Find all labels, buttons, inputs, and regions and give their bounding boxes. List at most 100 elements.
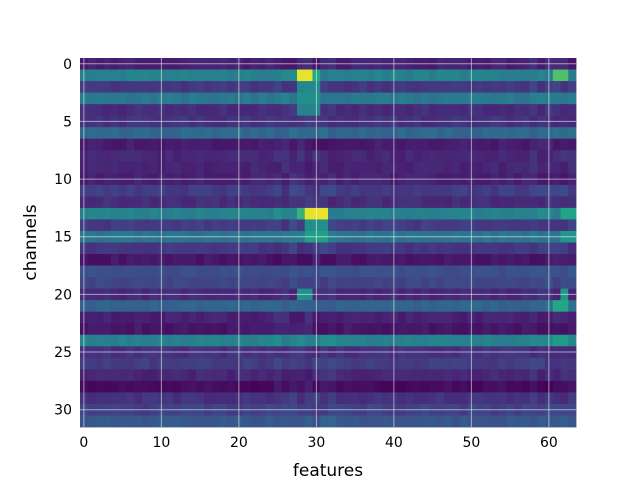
heatmap-cell [289, 161, 298, 174]
heatmap-cell [204, 334, 213, 347]
heatmap-cell [374, 357, 383, 370]
heatmap-cell [552, 392, 561, 405]
heatmap-cell [405, 196, 414, 209]
heatmap-cell [436, 207, 445, 220]
heatmap-cell [382, 300, 391, 313]
heatmap-cell [188, 184, 197, 197]
heatmap-cell [204, 242, 213, 255]
heatmap-cell [421, 357, 430, 370]
heatmap-cell [366, 265, 375, 278]
heatmap-cell [397, 81, 406, 93]
heatmap-cell [351, 277, 360, 290]
heatmap-cell [103, 357, 112, 370]
heatmap-cell [366, 254, 375, 266]
heatmap-cell [320, 81, 329, 93]
heatmap-cell [227, 104, 236, 117]
heatmap-cell [87, 196, 96, 209]
heatmap-cell [118, 127, 127, 140]
heatmap-cell [436, 196, 445, 209]
heatmap-cell [444, 334, 453, 347]
heatmap-cell [304, 207, 313, 220]
heatmap-cell [118, 392, 127, 405]
heatmap-cell [452, 150, 461, 163]
heatmap-cell [149, 323, 158, 336]
heatmap-cell [335, 300, 344, 313]
heatmap-cell [118, 323, 127, 336]
heatmap-cell [498, 92, 507, 105]
heatmap-cell [250, 334, 259, 347]
heatmap-cell [483, 277, 492, 290]
heatmap-cell [281, 69, 290, 82]
heatmap-cell [382, 323, 391, 336]
heatmap-cell [95, 127, 104, 140]
heatmap-cell [421, 334, 430, 347]
heatmap-cell [297, 81, 306, 93]
heatmap-cell [397, 92, 406, 105]
heatmap-cell [204, 369, 213, 382]
heatmap-cell [196, 357, 205, 370]
heatmap-cell [514, 254, 523, 266]
heatmap-cell [521, 127, 530, 140]
heatmap-cell [103, 127, 112, 140]
heatmap-cell [483, 184, 492, 197]
heatmap-cell [111, 392, 120, 405]
heatmap-cell [483, 369, 492, 382]
heatmap-cell [568, 334, 577, 347]
heatmap-cell [134, 242, 143, 255]
heatmap-cell [444, 277, 453, 290]
heatmap-cell [281, 380, 290, 393]
heatmap-cell [227, 300, 236, 313]
heatmap-cell [359, 150, 368, 163]
heatmap-cell [173, 161, 182, 174]
heatmap-cell [165, 323, 174, 336]
heatmap-cell [483, 311, 492, 324]
heatmap-cell [196, 150, 205, 163]
heatmap-cell [475, 265, 484, 278]
heatmap-cell [335, 150, 344, 163]
heatmap-cell [351, 300, 360, 313]
heatmap-cell [95, 369, 104, 382]
heatmap-cell [196, 242, 205, 255]
heatmap-cell [498, 138, 507, 151]
heatmap-cell [103, 184, 112, 197]
heatmap-cell [95, 300, 104, 313]
heatmap-cell [227, 265, 236, 278]
heatmap-cell [552, 254, 561, 266]
heatmap-cell [266, 69, 275, 82]
heatmap-cell [242, 311, 251, 324]
heatmap-cell [568, 69, 577, 82]
heatmap-cell [382, 69, 391, 82]
heatmap-cell [188, 369, 197, 382]
heatmap-cell [95, 242, 104, 255]
heatmap-cell [498, 69, 507, 82]
heatmap-cell [421, 138, 430, 151]
heatmap-cell [382, 104, 391, 117]
heatmap-cell [227, 242, 236, 255]
heatmap-cell [281, 392, 290, 405]
heatmap-cell [444, 357, 453, 370]
heatmap-cell [266, 150, 275, 163]
heatmap-cell [521, 369, 530, 382]
heatmap-cell [359, 277, 368, 290]
heatmap-cell [521, 207, 530, 220]
heatmap-cell [328, 254, 337, 266]
heatmap-cell [118, 92, 127, 105]
heatmap-cell [490, 138, 499, 151]
heatmap-cell [211, 277, 220, 290]
heatmap-cell [359, 265, 368, 278]
heatmap-cell [374, 138, 383, 151]
heatmap-cell [421, 207, 430, 220]
heatmap-cell [273, 254, 282, 266]
heatmap-cell [196, 392, 205, 405]
heatmap-cell [343, 277, 352, 290]
heatmap-cell [436, 254, 445, 266]
heatmap-cell [498, 277, 507, 290]
heatmap-cell [359, 254, 368, 266]
heatmap-cell [498, 415, 507, 428]
heatmap-cell [335, 184, 344, 197]
heatmap-cell [382, 357, 391, 370]
heatmap-cell [335, 196, 344, 209]
heatmap-cell [211, 242, 220, 255]
heatmap-cell [343, 323, 352, 336]
heatmap-cell [103, 380, 112, 393]
